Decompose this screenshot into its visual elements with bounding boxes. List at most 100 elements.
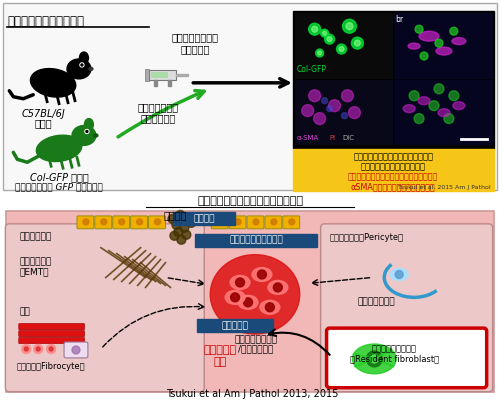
Bar	[168, 80, 172, 86]
Circle shape	[266, 303, 274, 312]
Circle shape	[170, 231, 179, 240]
Circle shape	[342, 19, 356, 33]
Ellipse shape	[452, 38, 466, 44]
Text: 細胞の経気道養子移入法: 細胞の経気道養子移入法	[8, 15, 85, 28]
Circle shape	[302, 105, 314, 117]
Text: PI: PI	[330, 135, 336, 141]
Circle shape	[244, 298, 252, 307]
Circle shape	[342, 90, 353, 102]
Ellipse shape	[408, 43, 420, 49]
Circle shape	[176, 210, 185, 219]
Text: DIC: DIC	[342, 135, 354, 141]
Circle shape	[271, 219, 277, 225]
Circle shape	[324, 34, 334, 44]
Circle shape	[46, 345, 56, 354]
Text: マイナーな寄与: マイナーな寄与	[358, 297, 395, 306]
Ellipse shape	[260, 300, 280, 314]
Circle shape	[354, 40, 360, 46]
Text: （Resident fibroblast）: （Resident fibroblast）	[350, 354, 439, 363]
Circle shape	[168, 215, 177, 223]
Circle shape	[414, 114, 424, 124]
Circle shape	[450, 27, 458, 35]
FancyBboxPatch shape	[95, 216, 112, 229]
Bar	[196, 234, 316, 247]
Text: 組織常在線維芽細胞: 組織常在線維芽細胞	[372, 344, 416, 353]
Circle shape	[342, 113, 347, 119]
FancyBboxPatch shape	[211, 216, 228, 229]
Circle shape	[230, 293, 239, 302]
Circle shape	[174, 227, 183, 236]
Bar	[4, 3, 496, 190]
Circle shape	[420, 52, 428, 60]
Ellipse shape	[36, 135, 82, 162]
Circle shape	[236, 278, 244, 287]
Text: br: br	[395, 15, 404, 24]
Text: 線維化病巣: 線維化病巣	[222, 321, 248, 330]
Text: （線維芽細胞が GFP でラベル）: （線維芽細胞が GFP でラベル）	[15, 182, 103, 191]
Ellipse shape	[89, 67, 93, 70]
Text: 各種肺細胞サブ
セットを移植: 各種肺細胞サブ セットを移植	[138, 102, 179, 123]
Circle shape	[36, 347, 40, 351]
Text: Tsukui et al Am J Pathol 2013, 2015: Tsukui et al Am J Pathol 2013, 2015	[166, 389, 338, 399]
Circle shape	[72, 346, 80, 354]
Circle shape	[449, 91, 459, 101]
Circle shape	[415, 25, 423, 33]
Circle shape	[339, 46, 344, 52]
Text: マイナーな寄: マイナーな寄	[20, 233, 52, 242]
Circle shape	[327, 37, 332, 42]
Circle shape	[34, 345, 42, 354]
Circle shape	[154, 219, 160, 225]
Bar	[295, 80, 392, 144]
Bar	[198, 319, 273, 332]
Circle shape	[328, 100, 340, 112]
Circle shape	[322, 31, 326, 35]
Ellipse shape	[268, 280, 288, 295]
Circle shape	[346, 23, 353, 29]
Circle shape	[253, 219, 259, 225]
FancyBboxPatch shape	[283, 216, 300, 229]
FancyBboxPatch shape	[320, 224, 492, 392]
Ellipse shape	[436, 47, 452, 55]
Text: 経気道的な傷害肺への移植により、: 経気道的な傷害肺への移植により、	[353, 152, 433, 161]
Circle shape	[80, 63, 84, 67]
Circle shape	[320, 29, 328, 37]
Circle shape	[370, 355, 378, 363]
Circle shape	[86, 130, 88, 133]
FancyBboxPatch shape	[326, 328, 486, 388]
Ellipse shape	[94, 134, 98, 137]
Ellipse shape	[230, 276, 250, 289]
Ellipse shape	[390, 269, 408, 280]
Text: 上皮間葉転換: 上皮間葉転換	[20, 258, 52, 267]
FancyBboxPatch shape	[265, 216, 282, 229]
Circle shape	[322, 98, 328, 104]
Bar	[154, 80, 156, 86]
FancyBboxPatch shape	[19, 338, 84, 343]
Circle shape	[22, 345, 30, 354]
Bar	[394, 13, 492, 78]
Ellipse shape	[418, 97, 430, 105]
Bar	[6, 211, 494, 392]
Circle shape	[366, 351, 382, 367]
Ellipse shape	[72, 126, 96, 145]
Circle shape	[83, 219, 89, 225]
Bar	[148, 70, 176, 80]
FancyBboxPatch shape	[130, 216, 148, 229]
Text: ドナー組織常在線維芽細胞は: ドナー組織常在線維芽細胞は	[360, 162, 426, 171]
Ellipse shape	[238, 295, 258, 309]
Text: 上皮傷害: 上皮傷害	[194, 214, 215, 223]
Text: 骨髄: 骨髄	[20, 307, 30, 316]
Bar	[293, 11, 494, 148]
Ellipse shape	[403, 105, 415, 113]
Ellipse shape	[453, 102, 465, 109]
Text: 活性化線維芽細胞: 活性化線維芽細胞	[234, 335, 278, 344]
Circle shape	[101, 219, 107, 225]
Text: メジャーな
寄与: メジャーな 寄与	[204, 345, 236, 366]
FancyBboxPatch shape	[113, 216, 130, 229]
Text: Col-GFP マウス: Col-GFP マウス	[30, 172, 88, 182]
Bar	[394, 80, 492, 144]
Circle shape	[312, 26, 318, 32]
FancyBboxPatch shape	[64, 342, 88, 358]
Ellipse shape	[67, 59, 91, 79]
Circle shape	[336, 44, 346, 54]
Ellipse shape	[80, 52, 88, 64]
